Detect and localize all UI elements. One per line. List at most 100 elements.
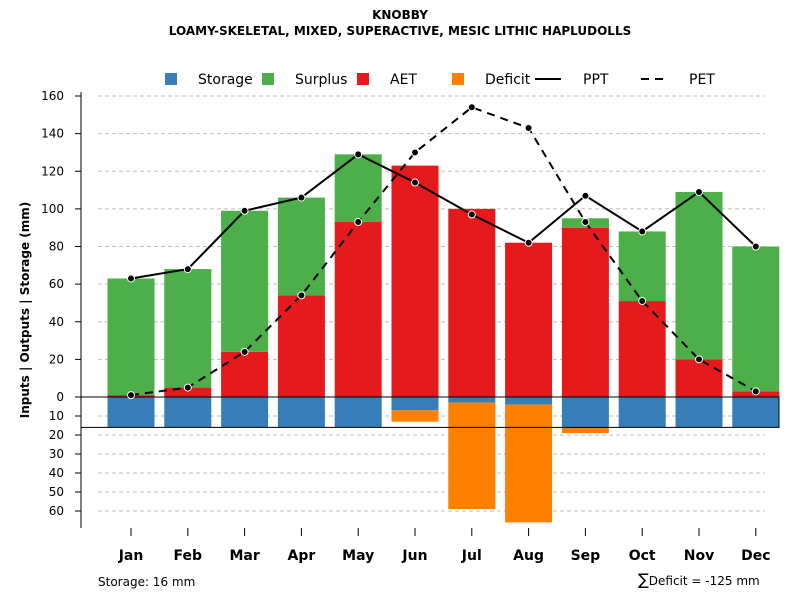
ppt-point (638, 227, 647, 236)
y-tick-label: 20 (49, 352, 64, 366)
storage-bar (277, 397, 325, 428)
aet-bar (618, 301, 666, 397)
x-tick-label: Dec (741, 548, 770, 564)
storage-bar (448, 397, 496, 403)
pet-point (467, 103, 476, 112)
y-tick-label: 80 (49, 240, 64, 254)
storage-bar (107, 397, 155, 428)
legend-label: PET (689, 72, 715, 88)
legend-swatch (357, 73, 369, 85)
y-tick-label: 30 (49, 447, 64, 461)
deficit-bar (505, 404, 553, 523)
storage-bar (164, 397, 212, 428)
aet-bar (277, 295, 325, 397)
y-tick-label: 0 (56, 390, 64, 404)
legend-label: Surplus (295, 72, 347, 88)
deficit-bar (561, 427, 609, 434)
pet-point (183, 383, 192, 392)
y-tick-label: 140 (41, 127, 64, 141)
sigma-icon: ∑ (638, 570, 649, 589)
deficit-bar (391, 410, 439, 422)
pet-point (240, 347, 249, 356)
ppt-point (695, 187, 703, 196)
legend-label: AET (390, 72, 417, 88)
pet-line (130, 106, 757, 397)
chart-subtitle: LOAMY-SKELETAL, MIXED, SUPERACTIVE, MESI… (168, 24, 632, 38)
aet-bar (334, 222, 382, 397)
surplus-bar (732, 246, 780, 392)
x-tick-label: Jun (401, 548, 427, 564)
ppt-point (240, 206, 249, 215)
ppt-point (183, 265, 192, 274)
storage-bar (675, 397, 723, 428)
aet-bar (505, 242, 553, 397)
x-tick-label: Aug (513, 548, 544, 564)
pet-point (638, 297, 647, 306)
ppt-point (297, 193, 306, 202)
y-tick-label: 100 (41, 202, 64, 216)
pet-point (524, 123, 533, 132)
legend: Storage Surplus AET Deficit PPT PET (165, 72, 715, 88)
storage-note: Storage: 16 mm (98, 575, 196, 589)
y-tick-label: 60 (49, 504, 64, 518)
pet-point (751, 387, 760, 396)
pet-point (127, 391, 135, 400)
chart-title: KNOBBY (372, 8, 428, 22)
x-tick-label: Mar (229, 548, 259, 564)
pet-point (354, 218, 363, 227)
ppt-point (127, 274, 135, 283)
surplus-bar (164, 269, 212, 388)
y-tick-label: 50 (49, 485, 64, 499)
aet-bar (448, 208, 496, 397)
y-tick-label: 160 (41, 89, 64, 103)
storage-bar (221, 397, 269, 428)
y-tick-label: 40 (49, 466, 64, 480)
bars (80, 154, 780, 523)
x-tick-label: Apr (288, 548, 316, 564)
deficit-bar (448, 402, 496, 510)
storage-bar (391, 397, 439, 411)
storage-bar (334, 397, 382, 428)
pet-point (695, 355, 703, 364)
x-tick-label: May (342, 548, 374, 564)
aet-bar (164, 387, 212, 397)
axes: 0 20 40 60 80 100 120 140 160 10 20 30 40 50 60 Inputs … (18, 89, 771, 564)
y-tick-label: 40 (49, 315, 64, 329)
surplus-bar (675, 191, 723, 360)
pet-point (411, 148, 419, 157)
storage-bar (505, 397, 553, 405)
legend-label: Storage (198, 72, 253, 88)
y-tick-label: 60 (49, 277, 64, 291)
surplus-bar (221, 210, 269, 352)
legend-label: PPT (583, 72, 609, 88)
ppt-point (411, 178, 419, 187)
storage-bar (618, 397, 666, 428)
x-tick-label: Jan (118, 548, 144, 564)
aet-bar (391, 165, 439, 397)
ppt-point (524, 238, 533, 247)
x-tick-label: Nov (684, 548, 714, 564)
surplus-bar (277, 197, 325, 296)
deficit-total: Deficit = -125 mm (648, 574, 760, 588)
x-tick-label: Jul (461, 548, 482, 564)
ppt-point (751, 242, 760, 251)
ppt-point (354, 150, 363, 159)
storage-bar (732, 397, 780, 428)
x-tick-label: Oct (629, 548, 656, 564)
ppt-point (581, 191, 590, 200)
x-tick-label: Sep (571, 548, 601, 564)
ppt-point (467, 210, 476, 219)
surplus-bar (107, 278, 155, 396)
aet-bar (561, 227, 609, 397)
y-tick-label: 10 (49, 409, 64, 423)
storage-bar (561, 397, 609, 428)
y-tick-label: 120 (41, 164, 64, 178)
series-lines (127, 103, 760, 400)
surplus-bar (334, 154, 382, 223)
pet-point (581, 218, 590, 227)
legend-label: Deficit (485, 72, 531, 88)
legend-swatch (262, 73, 274, 85)
pet-point (297, 291, 306, 300)
x-tick-label: Feb (174, 548, 203, 564)
